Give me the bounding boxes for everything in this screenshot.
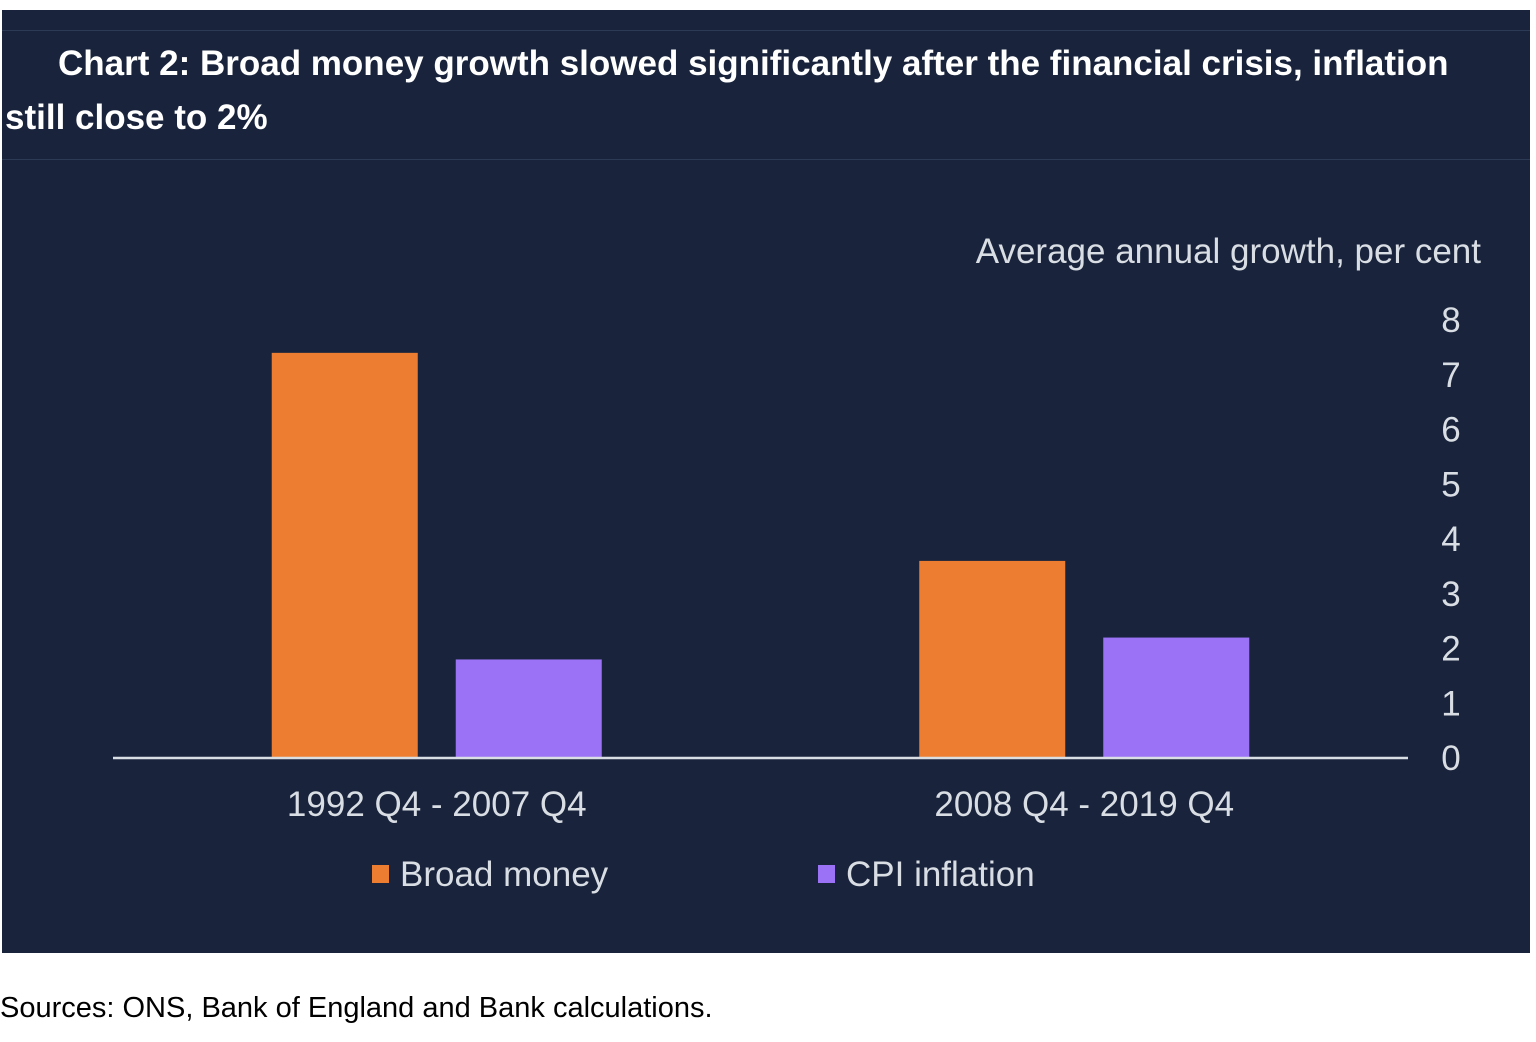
bar-cpi-inflation-1 [455, 659, 602, 758]
chart-panel [2, 10, 1530, 953]
y-axis-title: Average annual growth, per cent [975, 232, 1481, 271]
legend: Broad money CPI inflation [372, 855, 1035, 894]
y-tick-label: 0 [1441, 739, 1460, 778]
legend-label: Broad money [400, 855, 609, 894]
bar-broad-money-1 [271, 352, 418, 758]
bar-broad-money-2 [919, 560, 1066, 758]
legend-swatch [818, 865, 835, 883]
y-tick-label: 1 [1441, 684, 1460, 723]
y-tick-label: 3 [1441, 575, 1460, 614]
y-tick-label: 7 [1441, 356, 1460, 395]
x-tick-labels: 1992 Q4 - 2007 Q4 2008 Q4 - 2019 Q4 [287, 785, 1234, 824]
y-tick-label: 2 [1441, 630, 1460, 669]
x-tick-label: 1992 Q4 - 2007 Q4 [287, 785, 587, 824]
chart-title: Chart 2: Broad money growth slowed signi… [5, 44, 1449, 137]
x-tick-label: 2008 Q4 - 2019 Q4 [934, 785, 1234, 824]
legend-label: CPI inflation [846, 855, 1035, 894]
y-tick-label: 8 [1441, 301, 1460, 340]
y-tick-label: 4 [1441, 520, 1460, 559]
y-tick-labels: 0 1 2 3 4 5 6 7 8 [1441, 301, 1460, 778]
legend-item-broad-money: Broad money [372, 855, 609, 894]
y-tick-label: 5 [1441, 465, 1460, 504]
bar-cpi-inflation-2 [1103, 637, 1250, 758]
legend-item-cpi-inflation: CPI inflation [818, 855, 1035, 894]
title-band [2, 30, 1530, 160]
y-tick-label: 6 [1441, 411, 1460, 450]
bars-group [271, 352, 1250, 758]
source-note: Sources: ONS, Bank of England and Bank c… [0, 992, 713, 1024]
legend-swatch [372, 865, 389, 883]
